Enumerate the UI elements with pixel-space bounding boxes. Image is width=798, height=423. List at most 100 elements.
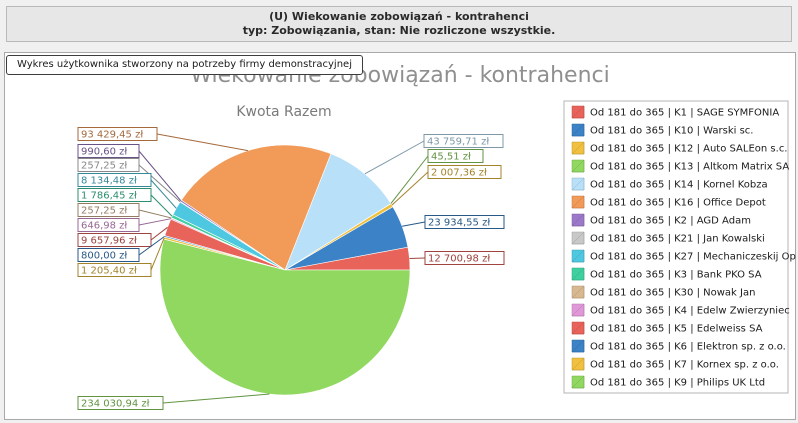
data-label-box <box>77 218 140 232</box>
legend-label: Od 181 do 365 | K7 | Kornex sp. z o.o. <box>590 360 779 371</box>
data-label-box <box>427 149 484 163</box>
legend-item: Od 181 do 365 | K27 | Mechaniczeskij Op <box>571 249 796 263</box>
legend-swatch <box>571 303 585 317</box>
legend-swatch <box>571 249 585 263</box>
legend-swatch <box>571 375 585 389</box>
data-label: 12 700,98 zł <box>428 254 490 265</box>
label-connector <box>150 226 168 241</box>
data-label-box <box>77 158 140 172</box>
legend-label: Od 181 do 365 | K13 | Altkom Matrix SA <box>590 162 789 173</box>
data-label: 1 205,40 zł <box>81 266 137 277</box>
data-label: 257,25 zł <box>81 206 127 217</box>
pie-slices <box>159 144 411 396</box>
label-connector <box>138 235 165 256</box>
data-label-box <box>423 134 504 148</box>
legend-label: Od 181 do 365 | K4 | Edelw Zwierzyniec <box>590 306 790 317</box>
data-label-box <box>77 203 140 217</box>
legend-swatch <box>571 267 585 281</box>
legend-item: Od 181 do 365 | K5 | Edelweiss SA <box>571 321 763 335</box>
legend-item: Od 181 do 365 | K14 | Kornel Kobza <box>571 177 768 191</box>
legend-swatch <box>571 105 585 119</box>
label-connector <box>138 164 181 203</box>
label-connector <box>364 140 425 175</box>
data-label-box <box>77 248 140 262</box>
data-label: 9 657,96 zł <box>81 236 137 247</box>
legend-swatch <box>571 141 585 155</box>
data-label: 43 759,71 zł <box>427 137 489 148</box>
legend-label: Od 181 do 365 | K6 | Elektron sp. z o.o. <box>590 342 786 353</box>
data-label: 2 007,36 zł <box>431 168 487 179</box>
report-title: (U) Wiekowanie zobowiązań - kontrahenci <box>269 10 529 23</box>
legend-label: Od 181 do 365 | K12 | Auto SALEon s.c. <box>590 144 788 155</box>
legend-label: Od 181 do 365 | K5 | Edelweiss SA <box>590 324 763 335</box>
legend-item: Od 181 do 365 | K9 | Philips UK Ltd <box>571 375 765 389</box>
legend-swatch <box>571 123 585 137</box>
data-label: 1 786,45 zł <box>81 191 137 202</box>
data-label-box <box>424 251 505 265</box>
data-label: 646,98 zł <box>81 221 127 232</box>
report-subtitle: typ: Zobowiązania, stan: Nie rozliczone … <box>242 24 556 37</box>
legend-item: Od 181 do 365 | K16 | Office Depot <box>571 195 766 209</box>
legend-label: Od 181 do 365 | K27 | Mechaniczeskij Op <box>590 252 796 263</box>
legend-swatch <box>571 213 585 227</box>
legend: Od 181 do 365 | K1 | SAGE SYMFONIA Od 181… <box>563 100 796 394</box>
label-connector <box>150 237 165 271</box>
data-label: 800,00 zł <box>81 251 127 262</box>
legend-item: Od 181 do 365 | K30 | Nowak Jan <box>571 285 755 299</box>
data-label: 45,51 zł <box>431 152 471 163</box>
data-label: 23 934,55 zł <box>428 218 490 229</box>
data-label-box <box>77 144 140 158</box>
data-label-box <box>77 233 152 247</box>
label-connector <box>150 194 173 217</box>
legend-label: Od 181 do 365 | K21 | Jan Kowalski <box>590 234 765 245</box>
data-label-box <box>77 263 152 277</box>
data-label: 93 429,45 zł <box>81 130 143 141</box>
data-labels: 12 700,98 zł 23 934,55 zł 2 007,36 zł 45,51… <box>77 127 505 410</box>
legend-item: Od 181 do 365 | K21 | Jan Kowalski <box>571 231 765 245</box>
data-label-box <box>77 173 152 187</box>
legend-swatch <box>571 177 585 191</box>
label-connector <box>409 257 426 260</box>
data-label-box <box>77 127 158 141</box>
legend-item: Od 181 do 365 | K13 | Altkom Matrix SA <box>571 159 789 173</box>
legend-item: Od 181 do 365 | K2 | AGD Adam <box>571 213 751 227</box>
legend-swatch <box>571 159 585 173</box>
legend-label: Od 181 do 365 | K14 | Kornel Kobza <box>590 180 768 191</box>
label-connector <box>162 393 270 404</box>
legend-box <box>563 100 789 394</box>
legend-label: Od 181 do 365 | K10 | Warski sc. <box>590 126 753 137</box>
legend-swatch <box>571 231 585 245</box>
label-connector <box>138 150 182 202</box>
legend-item: Od 181 do 365 | K1 | SAGE SYMFONIA <box>571 105 779 119</box>
data-label: 8 134,48 zł <box>81 176 137 187</box>
legend-swatch <box>571 285 585 299</box>
legend-label: Od 181 do 365 | K2 | AGD Adam <box>590 216 751 227</box>
pie-slice <box>180 144 332 271</box>
legend-label: Od 181 do 365 | K1 | SAGE SYMFONIA <box>590 108 779 119</box>
chart-tooltip: Wykres użytkownika stworzony na potrzeby… <box>6 55 363 75</box>
legend-item: Od 181 do 365 | K12 | Auto SALEon s.c. <box>571 141 788 155</box>
data-label: 234 030,94 zł <box>81 399 150 410</box>
legend-label: Od 181 do 365 | K9 | Philips UK Ltd <box>590 378 765 389</box>
label-connector <box>138 209 172 219</box>
legend-label: Od 181 do 365 | K16 | Office Depot <box>590 198 766 209</box>
legend-swatch <box>571 357 585 371</box>
report-header: (U) Wiekowanie zobowiązań - kontrahenci … <box>6 6 792 42</box>
label-connector <box>391 171 429 206</box>
data-label: 257,25 zł <box>81 161 127 172</box>
legend-label: Od 181 do 365 | K3 | Bank PKO SA <box>590 270 762 281</box>
label-connector <box>150 179 177 209</box>
label-connector <box>156 133 249 152</box>
label-connector <box>402 221 426 227</box>
legend-label: Od 181 do 365 | K30 | Nowak Jan <box>590 288 755 299</box>
data-label-box <box>427 165 502 179</box>
data-label-box <box>424 215 505 229</box>
data-label-box <box>77 188 152 202</box>
legend-swatch <box>571 339 585 353</box>
legend-item: Od 181 do 365 | K3 | Bank PKO SA <box>571 267 762 281</box>
label-connector <box>138 218 172 226</box>
legend-item: Od 181 do 365 | K4 | Edelw Zwierzyniec <box>571 303 790 317</box>
chart-subtitle: Kwota Razem <box>236 104 331 120</box>
label-connector <box>390 155 429 204</box>
legend-item: Od 181 do 365 | K7 | Kornex sp. z o.o. <box>571 357 779 371</box>
